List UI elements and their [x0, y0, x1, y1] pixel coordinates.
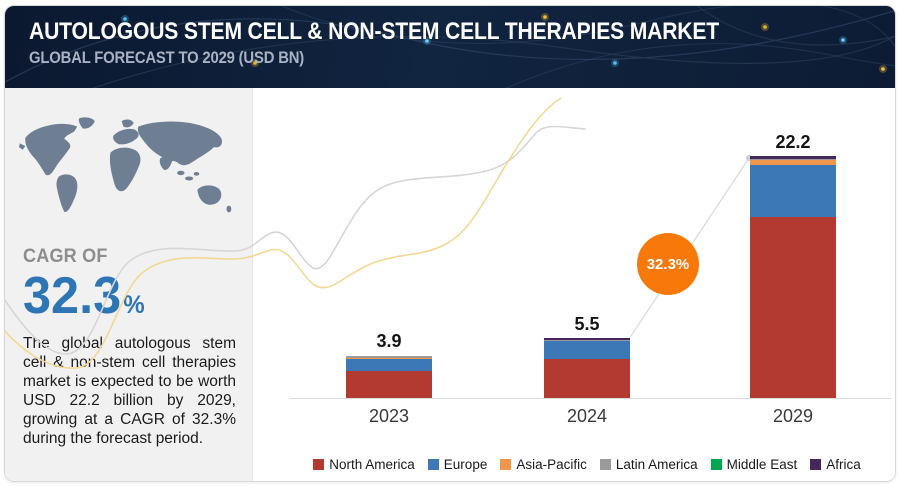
bar-chart: North America Europe Asia-Pacific Latin Ame…: [5, 88, 895, 481]
bar-2029: [750, 156, 836, 398]
bar-2024-segment-north-america: [544, 358, 630, 398]
header-banner: AUTOLOGOUS STEM CELL & NON-STEM CELL THE…: [5, 6, 895, 88]
legend-swatch-europe: [427, 459, 439, 470]
bar-2029-segment-latin-america: [750, 159, 836, 161]
bar-2024: [544, 338, 630, 398]
value-label-2023: 3.9: [376, 331, 402, 352]
page-subtitle: GLOBAL FORECAST TO 2029 (USD BN): [29, 49, 305, 67]
bar-2023-segment-asia-pacific: [346, 358, 432, 359]
legend-item-north-america: North America: [313, 457, 415, 472]
bar-2029-segment-europe: [750, 165, 836, 218]
bar-2029-segment-africa: [750, 156, 836, 159]
legend-swatch-middle-east: [710, 459, 722, 470]
content-area: CAGR OF 32.3% The global autologous stem…: [5, 88, 895, 481]
legend-label-europe: Europe: [443, 457, 488, 472]
legend-item-middle-east: Middle East: [710, 457, 798, 472]
bar-2029-segment-north-america: [750, 217, 836, 398]
bar-2023-segment-latin-america: [346, 356, 432, 359]
legend-label-latin-america: Latin America: [615, 457, 698, 472]
network-decoration-graphic: [5, 6, 895, 88]
x-axis-line: [289, 398, 891, 399]
year-label-2023: 2023: [368, 406, 410, 426]
bar-2024-segment-africa: [544, 338, 630, 340]
value-label-2024: 5.5: [574, 314, 600, 335]
legend-swatch-latin-america: [599, 459, 611, 470]
bar-2023-segment-north-america: [346, 371, 432, 398]
value-label-2029: 22.2: [775, 132, 811, 153]
bar-2024-segment-latin-america: [544, 340, 630, 341]
legend-item-latin-america: Latin America: [599, 457, 698, 472]
legend-swatch-africa: [810, 459, 822, 470]
legend-label-middle-east: Middle East: [726, 457, 798, 472]
infographic-card: AUTOLOGOUS STEM CELL & NON-STEM CELL THE…: [4, 5, 896, 482]
legend-swatch-north-america: [313, 459, 325, 470]
year-label-2029: 2029: [772, 406, 814, 426]
bar-2029-segment-asia-pacific: [750, 160, 836, 166]
page-title: AUTOLOGOUS STEM CELL & NON-STEM CELL THE…: [29, 18, 720, 45]
bar-2023-segment-europe: [346, 358, 432, 372]
legend-label-asia-pacific: Asia-Pacific: [516, 457, 587, 472]
legend-swatch-asia-pacific: [500, 459, 512, 470]
legend-label-africa: Africa: [826, 457, 861, 472]
bar-2029-segment-middle-east: [750, 158, 836, 160]
bar-2023: [346, 355, 432, 398]
legend-item-africa: Africa: [810, 457, 861, 472]
chart-legend: North America Europe Asia-Pacific Latin Ame…: [281, 457, 893, 472]
bar-2024-segment-europe: [544, 341, 630, 359]
legend-item-europe: Europe: [427, 457, 488, 472]
bar-2023-segment-africa: [346, 355, 432, 357]
year-label-2024: 2024: [566, 406, 608, 426]
legend-item-asia-pacific: Asia-Pacific: [500, 457, 587, 472]
legend-label-north-america: North America: [329, 457, 415, 472]
